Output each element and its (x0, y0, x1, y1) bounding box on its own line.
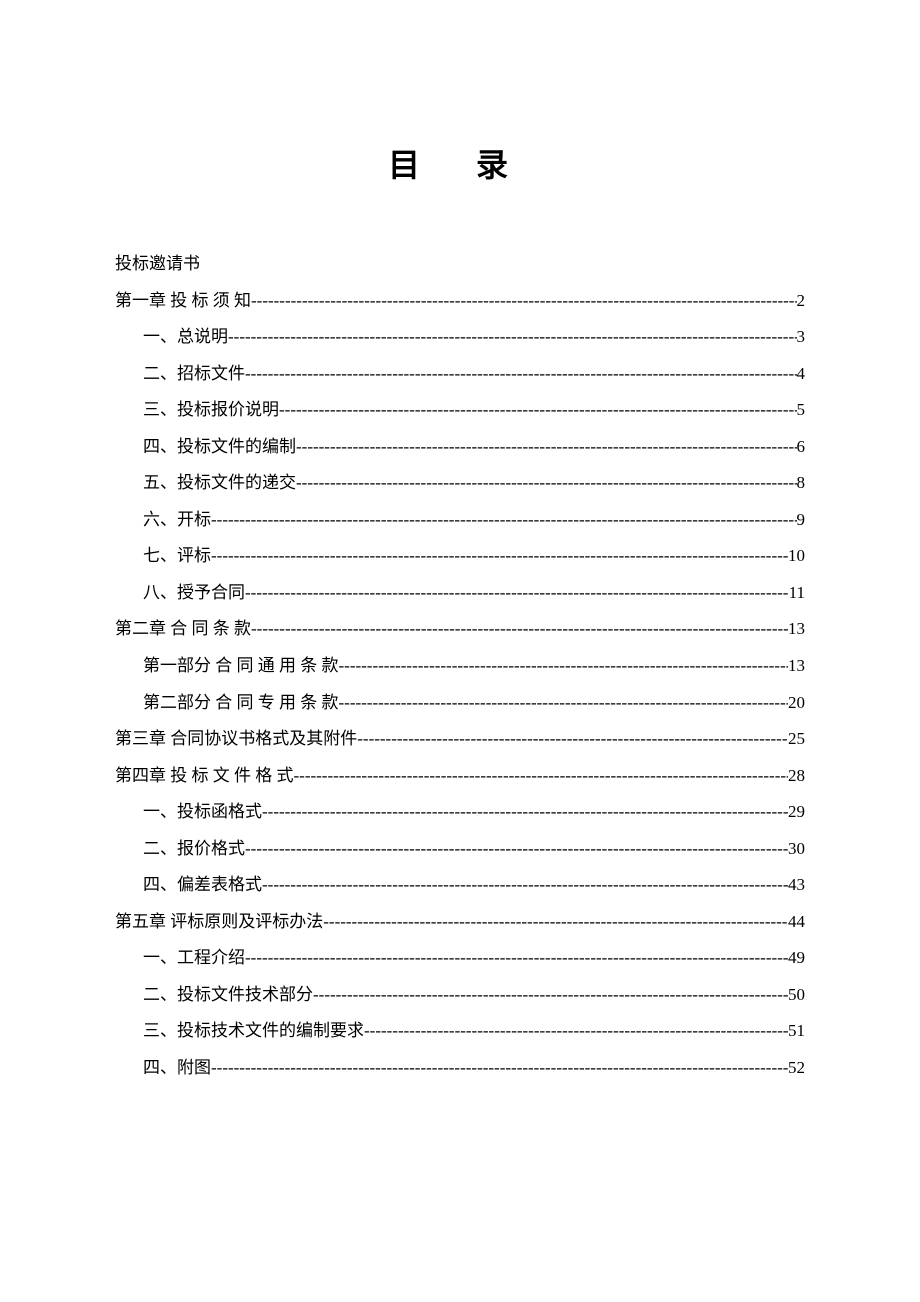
toc-entry-page: 44 (788, 904, 805, 941)
toc-entry: 一、投标函格式 29 (115, 794, 805, 831)
toc-entry-label: 第二章 合 同 条 款 (115, 611, 251, 648)
toc-entry-page: 49 (788, 940, 805, 977)
toc-entry-page: 11 (789, 575, 805, 612)
toc-leader (313, 977, 788, 1014)
toc-entry: 第五章 评标原则及评标办法 44 (115, 904, 805, 941)
toc-entry-page: 2 (797, 283, 806, 320)
toc-entry-label: 四、投标文件的编制 (143, 429, 296, 466)
toc-entry: 三、投标报价说明 5 (115, 392, 805, 429)
toc-entry: 第二部分 合 同 专 用 条 款 20 (115, 685, 805, 722)
toc-entry-label: 八、授予合同 (143, 575, 245, 612)
toc-entry-page: 8 (797, 465, 806, 502)
toc-leader (262, 794, 788, 831)
toc-heading: 投标邀请书 (115, 246, 805, 283)
toc-entry-label: 第二部分 合 同 专 用 条 款 (143, 685, 339, 722)
toc-entry-label: 一、投标函格式 (143, 794, 262, 831)
toc-leader (339, 685, 789, 722)
toc-entry-label: 二、招标文件 (143, 356, 245, 393)
toc-entry-page: 20 (788, 685, 805, 722)
toc-leader (245, 356, 797, 393)
toc-entry-label: 四、偏差表格式 (143, 867, 262, 904)
toc-leader (357, 721, 788, 758)
toc-entry-page: 52 (788, 1050, 805, 1087)
toc-entry: 六、开标 9 (115, 502, 805, 539)
toc-leader (364, 1013, 788, 1050)
toc-entry: 第四章 投 标 文 件 格 式 28 (115, 758, 805, 795)
toc-leader (262, 867, 788, 904)
toc-entry-label: 第一章 投 标 须 知 (115, 283, 251, 320)
toc-entry-label: 三、投标技术文件的编制要求 (143, 1013, 364, 1050)
toc-leader (279, 392, 797, 429)
toc-leader (294, 758, 789, 795)
toc-leader (339, 648, 789, 685)
toc-entry-page: 50 (788, 977, 805, 1014)
toc-entry-page: 13 (788, 648, 805, 685)
toc-leader (245, 940, 788, 977)
toc-entry-label: 第一部分 合 同 通 用 条 款 (143, 648, 339, 685)
toc-entry-page: 28 (788, 758, 805, 795)
toc-entry: 八、授予合同 11 (115, 575, 805, 612)
toc-entry-page: 5 (797, 392, 806, 429)
toc-entry-label: 第四章 投 标 文 件 格 式 (115, 758, 294, 795)
toc-entry-label: 七、评标 (143, 538, 211, 575)
toc-leader (245, 575, 789, 612)
toc-entry-page: 6 (797, 429, 806, 466)
toc-entry-page: 51 (788, 1013, 805, 1050)
toc-entry: 一、工程介绍 49 (115, 940, 805, 977)
toc-leader (228, 319, 797, 356)
toc-entry: 二、招标文件 4 (115, 356, 805, 393)
toc-entry: 第一章 投 标 须 知 2 (115, 283, 805, 320)
toc-entry-label: 六、开标 (143, 502, 211, 539)
toc-entry-label: 五、投标文件的递交 (143, 465, 296, 502)
toc-leader (211, 502, 797, 539)
page-title: 目 录 (115, 140, 805, 186)
toc-leader (296, 465, 797, 502)
toc-entry: 五、投标文件的递交 8 (115, 465, 805, 502)
document-page: 目 录 投标邀请书 第一章 投 标 须 知 2一、总说明3二、招标文件4三、投标… (0, 0, 920, 1187)
toc-leader (251, 611, 788, 648)
toc-entry-label: 四、附图 (143, 1050, 211, 1087)
toc-entry: 第一部分 合 同 通 用 条 款 13 (115, 648, 805, 685)
toc-entry: 四、偏差表格式 43 (115, 867, 805, 904)
toc-entry: 三、投标技术文件的编制要求 51 (115, 1013, 805, 1050)
toc-leader (296, 429, 797, 466)
toc-entry-page: 9 (797, 502, 806, 539)
toc-entry: 四、附图 52 (115, 1050, 805, 1087)
toc-entry: 一、总说明 3 (115, 319, 805, 356)
toc-entry-label: 一、总说明 (143, 319, 228, 356)
toc-entry-page: 10 (788, 538, 805, 575)
toc-entry-label: 三、投标报价说明 (143, 392, 279, 429)
toc-entry-page: 3 (797, 319, 806, 356)
toc-leader (211, 1050, 788, 1087)
toc-entry: 七、评标 10 (115, 538, 805, 575)
toc-leader (245, 831, 788, 868)
toc-entry-label: 二、投标文件技术部分 (143, 977, 313, 1014)
toc-container: 第一章 投 标 须 知 2一、总说明3二、招标文件4三、投标报价说明5四、投标文… (115, 283, 805, 1087)
toc-entry: 二、报价格式 30 (115, 831, 805, 868)
toc-entry: 第二章 合 同 条 款 13 (115, 611, 805, 648)
toc-entry-page: 29 (788, 794, 805, 831)
toc-entry: 四、投标文件的编制 6 (115, 429, 805, 466)
toc-entry-page: 25 (788, 721, 805, 758)
toc-entry-label: 二、报价格式 (143, 831, 245, 868)
toc-leader (211, 538, 788, 575)
toc-entry: 二、投标文件技术部分 50 (115, 977, 805, 1014)
toc-entry-label: 第三章 合同协议书格式及其附件 (115, 721, 357, 758)
toc-entry-label: 一、工程介绍 (143, 940, 245, 977)
toc-entry: 第三章 合同协议书格式及其附件 25 (115, 721, 805, 758)
toc-leader (323, 904, 788, 941)
toc-leader (251, 283, 797, 320)
toc-entry-page: 30 (788, 831, 805, 868)
toc-entry-page: 43 (788, 867, 805, 904)
toc-entry-page: 13 (788, 611, 805, 648)
toc-entry-page: 4 (797, 356, 806, 393)
toc-entry-label: 第五章 评标原则及评标办法 (115, 904, 323, 941)
